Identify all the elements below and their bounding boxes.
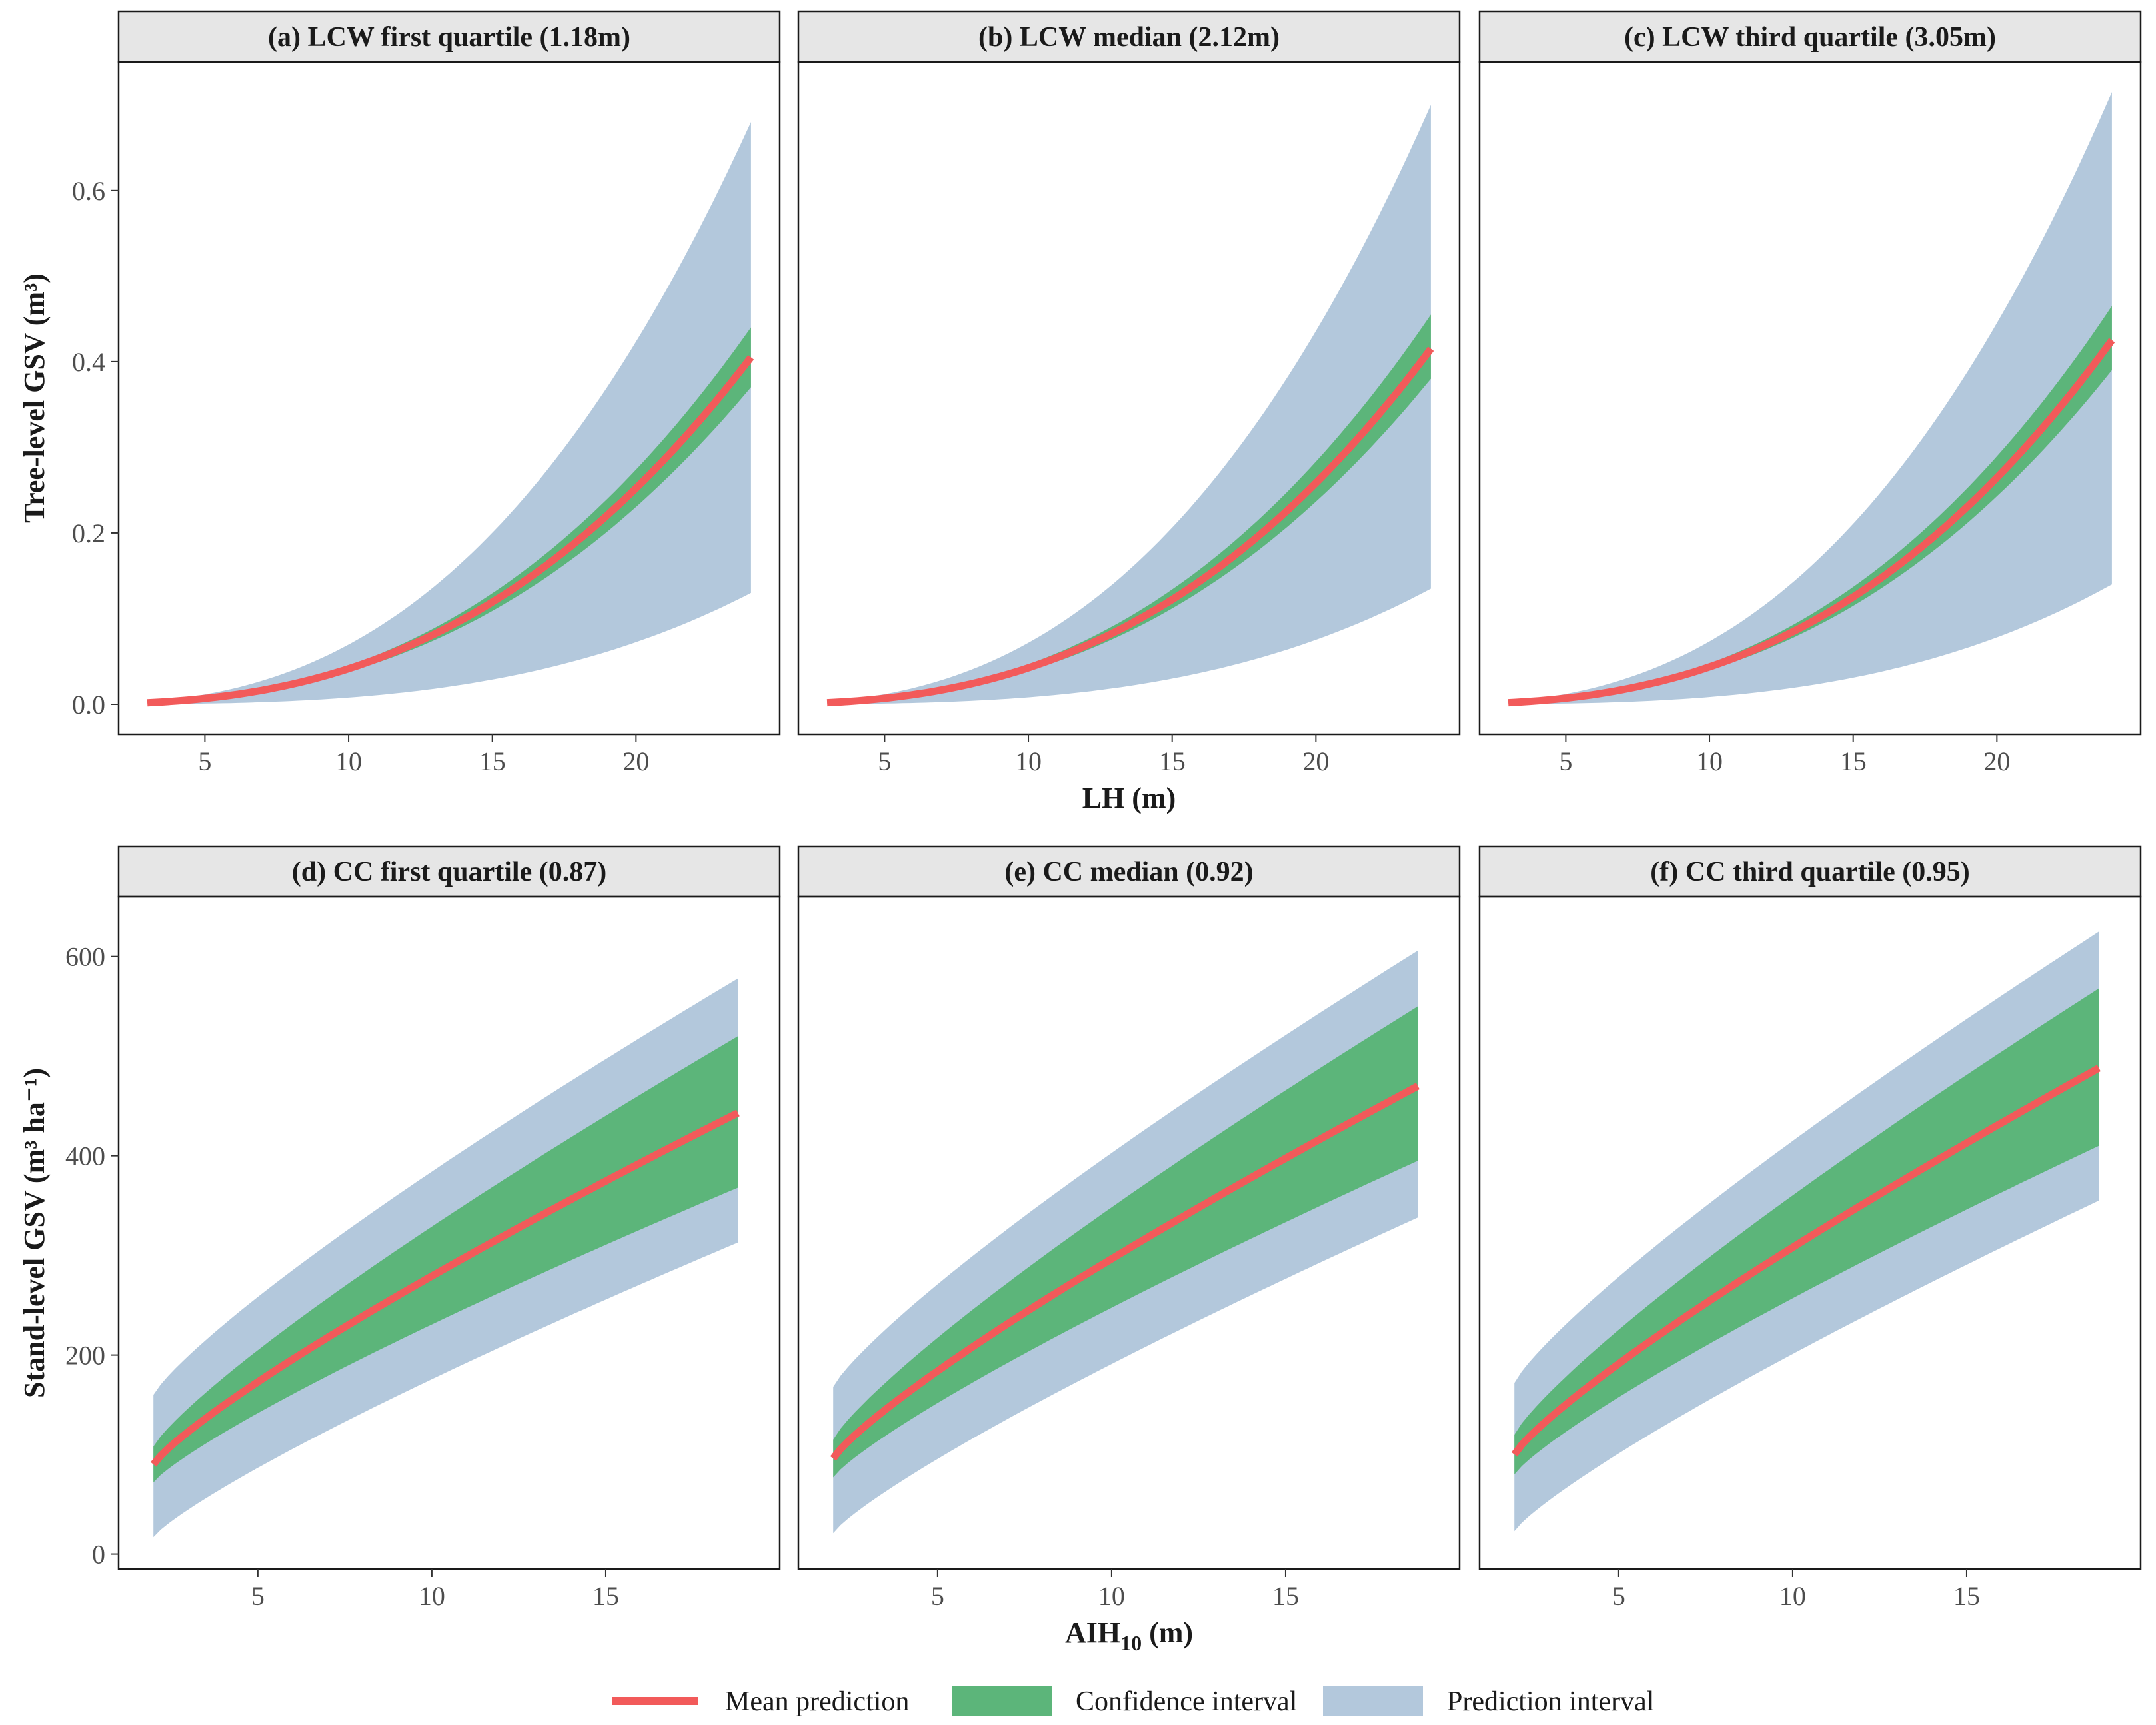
x-axis-title-unit: (m) [1142, 1616, 1193, 1649]
x-tick-label: 15 [1272, 1581, 1299, 1611]
x-tick-label: 15 [1953, 1581, 1980, 1611]
x-axis-title-main: AIH [1065, 1616, 1120, 1649]
y-tick-label: 0.6 [72, 176, 105, 206]
panel-plot-area [150, 978, 740, 1538]
y-tick-label: 0 [92, 1540, 105, 1570]
x-tick-label: 5 [198, 746, 211, 776]
y-axis-title: Tree-level GSV (m³) [18, 273, 51, 523]
mean-prediction-line [147, 355, 754, 707]
legend: Mean prediction Confidence interval Predic… [612, 1686, 1654, 1717]
panel-border [117, 61, 781, 736]
x-axis-title: AIH10 (m) [1065, 1616, 1193, 1655]
prediction-interval-band [827, 105, 1431, 704]
panel-border [797, 895, 1461, 1570]
legend-label: Prediction interval [1447, 1686, 1654, 1717]
x-tick-label: 10 [1015, 746, 1042, 776]
x-axis-title-subscript: 10 [1120, 1631, 1142, 1655]
panel-border [1478, 61, 2142, 736]
panel-border [1478, 895, 2142, 1570]
panel-plot-area [1511, 931, 2101, 1532]
legend-item: Confidence interval [952, 1686, 1297, 1717]
panel-border [797, 61, 1461, 736]
x-tick-label: 20 [622, 746, 649, 776]
x-tick-label: 20 [1302, 746, 1329, 776]
panel-d: (d) CC first quartile (0.87) 5 10 15 0 200 400… [65, 845, 781, 1611]
mean-prediction-line [1511, 1065, 2101, 1457]
y-tick-label: 0.4 [72, 347, 105, 377]
panel-strip [117, 10, 781, 63]
panel-title: (b) LCW median (2.12m) [978, 22, 1280, 53]
x-tick-label: 5 [878, 746, 891, 776]
panel-plot-area [826, 105, 1434, 707]
panel-border [117, 895, 781, 1570]
y-tick-label: 600 [65, 942, 105, 972]
legend-key-confidence-fill [952, 1686, 1052, 1716]
prediction-interval-band [1508, 92, 2112, 704]
y-tick-label: 0.0 [72, 690, 105, 720]
x-tick-label: 15 [479, 746, 506, 776]
y-tick-label: 400 [65, 1141, 105, 1171]
x-tick-label: 10 [1098, 1581, 1125, 1611]
legend-label: Confidence interval [1076, 1686, 1297, 1717]
mean-prediction-line [1508, 338, 2115, 707]
panel-plot-area [830, 950, 1420, 1534]
confidence-interval-band [1514, 988, 2099, 1474]
x-tick-label: 10 [335, 746, 362, 776]
panel-title: (c) LCW third quartile (3.05m) [1624, 22, 1996, 53]
panel-title: (a) LCW first quartile (1.18m) [268, 22, 630, 53]
panel-plot-area [1508, 92, 2115, 707]
y-tick-label: 200 [65, 1341, 105, 1371]
x-axis-title: LH (m) [1082, 782, 1176, 814]
confidence-interval-band [833, 1006, 1418, 1478]
panel-title: (e) CC median (0.92) [1004, 857, 1253, 887]
x-tick-label: 5 [1559, 746, 1572, 776]
x-tick-label: 15 [1159, 746, 1186, 776]
x-tick-label: 5 [251, 1581, 265, 1611]
panel-strip [117, 845, 781, 898]
mean-prediction-line [826, 346, 1434, 707]
panel-a: (a) LCW first quartile (1.18m) 5 10 15 20 0.0… [72, 10, 781, 776]
x-tick-label: 5 [1612, 1581, 1625, 1611]
legend-key-prediction-fill [1323, 1686, 1423, 1716]
legend-item: Mean prediction [612, 1686, 909, 1717]
panel-b: (b) LCW median (2.12m) 5 10 15 20 [797, 10, 1461, 776]
x-tick-label: 5 [931, 1581, 944, 1611]
prediction-interval-band [147, 122, 751, 704]
y-axis-title: Stand-level GSV (m³ ha⁻¹) [18, 1068, 51, 1398]
x-tick-label: 10 [419, 1581, 445, 1611]
panel-title: (d) CC first quartile (0.87) [292, 857, 606, 887]
y-tick-label: 0.2 [72, 518, 105, 548]
x-tick-label: 15 [592, 1581, 619, 1611]
x-tick-label: 10 [1696, 746, 1723, 776]
x-tick-label: 15 [1840, 746, 1867, 776]
x-tick-label: 20 [1983, 746, 2010, 776]
panel-strip [797, 10, 1461, 63]
panel-strip [1478, 845, 2142, 898]
legend-label: Mean prediction [725, 1686, 909, 1717]
panel-strip [797, 845, 1461, 898]
panel-c: (c) LCW third quartile (3.05m) 5 10 15 20 [1478, 10, 2142, 776]
x-tick-label: 10 [1779, 1581, 1806, 1611]
panel-plot-area [147, 122, 754, 707]
mean-prediction-line [150, 1109, 740, 1467]
confidence-interval-band [153, 1036, 738, 1482]
panel-title: (f) CC third quartile (0.95) [1650, 857, 1969, 887]
panel-e: (e) CC median (0.92) 5 10 15 [797, 845, 1461, 1611]
panel-f: (f) CC third quartile (0.95) 5 10 15 [1478, 845, 2142, 1611]
mean-prediction-line [830, 1083, 1420, 1461]
legend-item: Prediction interval [1323, 1686, 1654, 1717]
